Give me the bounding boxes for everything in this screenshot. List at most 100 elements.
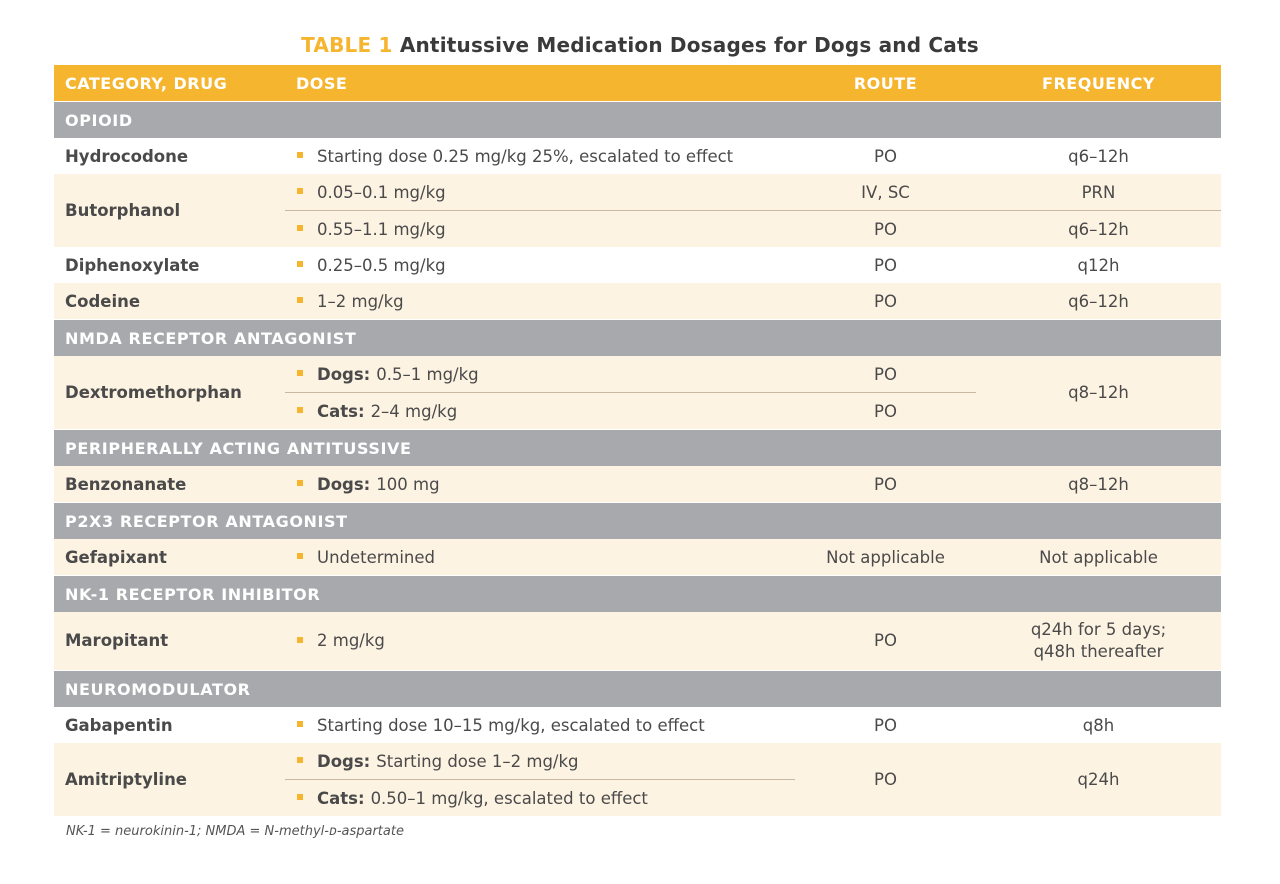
species-label: Dogs: bbox=[317, 364, 371, 384]
bullet-icon bbox=[297, 757, 303, 763]
bullet-icon bbox=[297, 297, 303, 303]
dose-text: Starting dose 1–2 mg/kg bbox=[376, 751, 579, 771]
bullet-icon bbox=[297, 553, 303, 559]
bullet-icon bbox=[297, 188, 303, 194]
route-cell: PO bbox=[795, 612, 976, 671]
dose-text: 0.5–1 mg/kg bbox=[376, 364, 479, 384]
dose-cell: 0.55–1.1 mg/kg bbox=[285, 210, 795, 247]
dose-text: 100 mg bbox=[376, 474, 440, 494]
table-row: Benzonanate Dogs: 100 mg PO q8–12h bbox=[54, 466, 1221, 503]
route-cell: PO bbox=[795, 743, 976, 816]
bullet-icon bbox=[297, 407, 303, 413]
category-row: NK-1 RECEPTOR INHIBITOR bbox=[54, 575, 1221, 612]
category-nk1: NK-1 RECEPTOR INHIBITOR bbox=[54, 575, 1221, 612]
dose-text: 0.55–1.1 mg/kg bbox=[317, 219, 446, 239]
table-row: Gabapentin Starting dose 10–15 mg/kg, es… bbox=[54, 707, 1221, 743]
frequency-cell: q6–12h bbox=[976, 210, 1221, 247]
dose-text: 0.50–1 mg/kg, escalated to effect bbox=[370, 788, 648, 808]
category-nmda: NMDA RECEPTOR ANTAGONIST bbox=[54, 319, 1221, 356]
category-neuromodulator: NEUROMODULATOR bbox=[54, 670, 1221, 707]
route-cell: PO bbox=[795, 138, 976, 174]
frequency-cell: q24h for 5 days; q48h thereafter bbox=[976, 612, 1221, 671]
table-row: Hydrocodone Starting dose 0.25 mg/kg 25%… bbox=[54, 138, 1221, 174]
table-row: Dextromethorphan Dogs: 0.5–1 mg/kg PO q8–… bbox=[54, 356, 1221, 430]
table-row: Cats: 2–4 mg/kg PO bbox=[54, 392, 1221, 430]
category-peripheral: PERIPHERALLY ACTING ANTITUSSIVE bbox=[54, 429, 1221, 466]
dose-text: Starting dose 10–15 mg/kg, escalated to … bbox=[317, 715, 705, 735]
table-number: TABLE 1 bbox=[301, 33, 393, 57]
header-frequency: FREQUENCY bbox=[976, 65, 1221, 102]
frequency-cell: Not applicable bbox=[976, 539, 1221, 576]
drug-name: Maropitant bbox=[54, 612, 285, 671]
table-row: Maropitant 2 mg/kg PO q24h for 5 days; q4… bbox=[54, 612, 1221, 671]
dose-cell: Starting dose 10–15 mg/kg, escalated to … bbox=[285, 707, 795, 743]
dose-text: 0.05–0.1 mg/kg bbox=[317, 182, 446, 202]
dosage-table: CATEGORY, DRUG DOSE ROUTE FREQUENCY OPIO… bbox=[54, 65, 1221, 816]
bullet-icon bbox=[297, 152, 303, 158]
species-label: Dogs: bbox=[317, 751, 371, 771]
route-cell: PO bbox=[795, 210, 976, 247]
header-drug: CATEGORY, DRUG bbox=[54, 65, 285, 102]
category-opioid: OPIOID bbox=[54, 101, 1221, 138]
dose-cell: Cats: 0.50–1 mg/kg, escalated to effect bbox=[285, 779, 795, 816]
route-cell: PO bbox=[795, 392, 976, 430]
bullet-icon bbox=[297, 721, 303, 727]
frequency-cell: q8–12h bbox=[976, 356, 1221, 430]
species-label: Cats: bbox=[317, 401, 365, 421]
table-row: Codeine 1–2 mg/kg PO q6–12h bbox=[54, 283, 1221, 320]
drug-name: Gefapixant bbox=[54, 539, 285, 576]
table-row: Gefapixant Undetermined Not applicable N… bbox=[54, 539, 1221, 576]
species-label: Cats: bbox=[317, 788, 365, 808]
drug-name: Codeine bbox=[54, 283, 285, 320]
route-cell: PO bbox=[795, 707, 976, 743]
route-cell: IV, SC bbox=[795, 174, 976, 211]
dose-text: 2 mg/kg bbox=[317, 631, 385, 650]
table-row: Butorphanol 0.05–0.1 mg/kg IV, SC PRN bbox=[54, 174, 1221, 247]
drug-name: Amitriptyline bbox=[54, 743, 285, 816]
drug-name: Butorphanol bbox=[54, 174, 285, 247]
header-dose: DOSE bbox=[285, 65, 795, 102]
frequency-cell: PRN bbox=[976, 174, 1221, 211]
species-label: Dogs: bbox=[317, 474, 371, 494]
frequency-line: q24h for 5 days; bbox=[1030, 620, 1167, 639]
dose-text: 2–4 mg/kg bbox=[370, 401, 458, 421]
frequency-cell: q8–12h bbox=[976, 466, 1221, 503]
bullet-icon bbox=[297, 225, 303, 231]
dose-cell: Dogs: 100 mg bbox=[285, 466, 795, 503]
route-cell: PO bbox=[795, 466, 976, 503]
drug-name: Hydrocodone bbox=[54, 138, 285, 174]
drug-name: Diphenoxylate bbox=[54, 247, 285, 283]
frequency-cell: q6–12h bbox=[976, 283, 1221, 320]
frequency-line: q48h thereafter bbox=[1033, 642, 1164, 661]
category-row: OPIOID bbox=[54, 101, 1221, 138]
dose-cell: Dogs: Starting dose 1–2 mg/kg bbox=[285, 743, 795, 780]
dose-cell: Starting dose 0.25 mg/kg 25%, escalated … bbox=[285, 138, 795, 174]
dose-cell: Undetermined bbox=[285, 539, 795, 576]
dose-cell: 0.25–0.5 mg/kg bbox=[285, 247, 795, 283]
dose-cell: 1–2 mg/kg bbox=[285, 283, 795, 320]
table-title: TABLE 1 Antitussive Medication Dosages f… bbox=[0, 33, 1280, 57]
frequency-cell: q6–12h bbox=[976, 138, 1221, 174]
dose-cell: 0.05–0.1 mg/kg bbox=[285, 174, 795, 211]
dose-text: 0.25–0.5 mg/kg bbox=[317, 255, 446, 275]
table-row: Diphenoxylate 0.25–0.5 mg/kg PO q12h bbox=[54, 247, 1221, 283]
dose-cell: 2 mg/kg bbox=[285, 612, 795, 671]
drug-name: Gabapentin bbox=[54, 707, 285, 743]
header-route: ROUTE bbox=[795, 65, 976, 102]
bullet-icon bbox=[297, 794, 303, 800]
dose-text: 1–2 mg/kg bbox=[317, 291, 404, 311]
table-row: 0.55–1.1 mg/kg PO q6–12h bbox=[54, 210, 1221, 247]
category-p2x3: P2X3 RECEPTOR ANTAGONIST bbox=[54, 502, 1221, 539]
dose-cell: Dogs: 0.5–1 mg/kg bbox=[285, 356, 795, 393]
frequency-cell: q24h bbox=[976, 743, 1221, 816]
table-title-text: Antitussive Medication Dosages for Dogs … bbox=[399, 33, 979, 57]
route-cell: PO bbox=[795, 283, 976, 320]
route-cell: PO bbox=[795, 356, 976, 393]
category-row: PERIPHERALLY ACTING ANTITUSSIVE bbox=[54, 429, 1221, 466]
footnote: NK-1 = neurokinin-1; NMDA = N-methyl-ᴅ-a… bbox=[66, 824, 404, 839]
table-row: Cats: 0.50–1 mg/kg, escalated to effect bbox=[54, 779, 1221, 816]
frequency-cell: q8h bbox=[976, 707, 1221, 743]
header-row: CATEGORY, DRUG DOSE ROUTE FREQUENCY bbox=[54, 65, 1221, 102]
bullet-icon bbox=[297, 370, 303, 376]
route-cell: PO bbox=[795, 247, 976, 283]
